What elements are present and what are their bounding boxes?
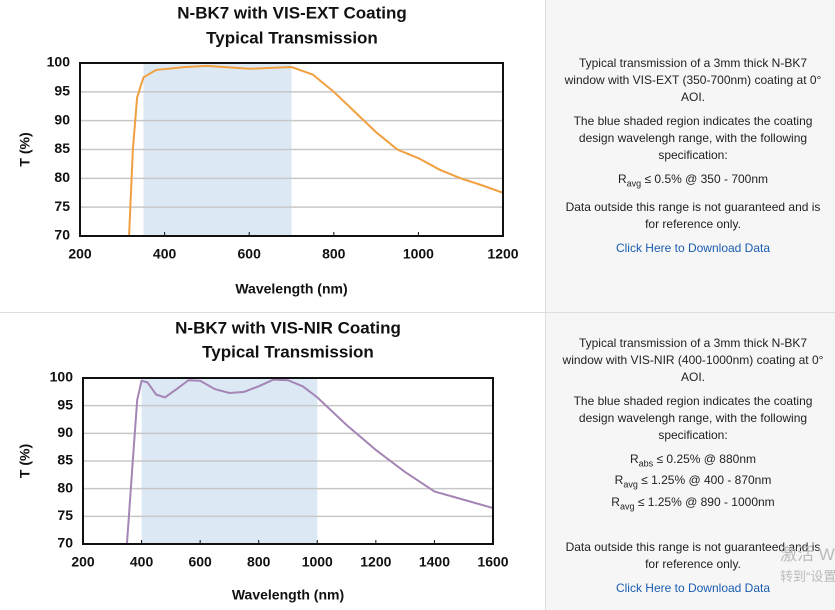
spec-text: ≤ 0.5% @ 350 - 700nm: [644, 172, 769, 186]
spec: Ravg ≤ 1.25% @ 400 - 870nm: [558, 472, 828, 493]
x-tick-label: 600: [188, 554, 212, 570]
spec: Rabs ≤ 0.25% @ 880nm: [558, 451, 828, 472]
y-tick-label: 75: [57, 507, 73, 523]
chart-title: N-BK7 with VIS-NIR Coating: [175, 318, 401, 337]
spec: Ravg ≤ 0.5% @ 350 - 700nm: [558, 171, 828, 192]
spec-symbol: R: [617, 172, 627, 186]
y-tick-label: 75: [54, 198, 70, 214]
description: Typical transmission of a 3mm thick N-BK…: [562, 336, 824, 384]
spec-subscript: abs: [638, 458, 654, 469]
x-tick-label: 1600: [477, 554, 508, 570]
y-tick-label: 90: [54, 111, 70, 127]
y-tick-label: 100: [50, 369, 74, 385]
info-text: Typical transmission of a 3mm thick N-BK…: [558, 335, 828, 597]
x-tick-label: 1200: [487, 246, 518, 262]
spec-subscript: avg: [623, 479, 638, 490]
specs: Ravg ≤ 0.5% @ 350 - 700nm: [558, 171, 828, 192]
y-tick-label: 80: [54, 169, 70, 185]
description: Typical transmission of a 3mm thick N-BK…: [564, 56, 822, 104]
download-link[interactable]: Click Here to Download Data: [615, 241, 771, 256]
x-tick-label: 1400: [419, 554, 450, 570]
x-tick-label: 1200: [360, 554, 391, 570]
y-tick-label: 95: [54, 83, 70, 99]
x-axis-label: Wavelength (nm): [232, 587, 344, 603]
shading-note: The blue shaded region indicates the coa…: [573, 394, 813, 442]
chart-title: Typical Transmission: [206, 28, 378, 47]
plot-frame: [82, 377, 494, 545]
spec-text: ≤ 0.25% @ 880nm: [656, 452, 757, 466]
spec-text: ≤ 1.25% @ 400 - 870nm: [641, 473, 772, 488]
spec-text: ≤ 1.25% @ 890 - 1000nm: [637, 494, 775, 509]
info-panel: Typical transmission of a 3mm thick N-BK…: [545, 313, 835, 610]
spec-subscript: avg: [626, 178, 642, 189]
download-link[interactable]: Click Here to Download Data: [615, 581, 771, 596]
watermark: 激活 W: [780, 545, 835, 564]
y-tick-label: 95: [57, 396, 73, 412]
watermark: 转到“设置: [780, 569, 835, 584]
x-tick-label: 1000: [403, 246, 434, 262]
chart-title: Typical Transmission: [202, 342, 374, 361]
y-tick-label: 85: [57, 452, 73, 468]
y-axis-label: T (%): [17, 132, 33, 166]
spec-symbol: R: [629, 452, 639, 466]
spec-symbol: R: [614, 473, 624, 488]
disclaimer: Data outside this range is not guarantee…: [565, 200, 821, 232]
product-row: N-BK7 with VIS-EXT Coating Typical Transm…: [16, 0, 835, 312]
spec-symbol: R: [611, 494, 620, 509]
x-tick-label: 800: [322, 246, 346, 262]
info-panel: Typical transmission of a 3mm thick N-BK…: [545, 0, 835, 312]
spec-subscript: avg: [619, 501, 635, 512]
disclaimer: Data outside this range is not guarantee…: [565, 540, 821, 572]
x-axis-label: Wavelength (nm): [235, 281, 347, 297]
chart: N-BK7 with VIS-NIR Coating Typical Transm…: [17, 318, 509, 603]
info-text: Typical transmission of a 3mm thick N-BK…: [558, 55, 828, 257]
shading-note: The blue shaded region indicates the coa…: [573, 114, 813, 162]
x-tick-label: 1000: [302, 554, 333, 570]
x-tick-label: 200: [71, 554, 95, 570]
x-tick-label: 400: [130, 554, 154, 570]
y-tick-label: 70: [54, 227, 70, 243]
transmission-line: [128, 64, 503, 236]
x-tick-label: 200: [68, 246, 92, 262]
product-row: N-BK7 with VIS-NIR Coating Typical Transm…: [0, 312, 835, 610]
spec: Ravg ≤ 1.25% @ 890 - 1000nm: [558, 494, 828, 515]
y-tick-label: 70: [57, 535, 73, 551]
y-tick-label: 90: [57, 424, 73, 440]
transmission-line: [125, 378, 493, 544]
x-tick-label: 800: [247, 554, 271, 570]
y-tick-label: 85: [54, 140, 70, 156]
plot-frame: [79, 62, 504, 237]
y-tick-label: 100: [47, 54, 71, 70]
specs: Rabs ≤ 0.25% @ 880nm Ravg ≤ 1.25% @ 400 -…: [558, 451, 828, 515]
chart: N-BK7 with VIS-EXT Coating Typical Transm…: [17, 3, 519, 297]
y-axis-label: T (%): [17, 444, 33, 478]
x-tick-label: 400: [153, 246, 177, 262]
chart-title: N-BK7 with VIS-EXT Coating: [177, 3, 407, 22]
x-tick-label: 600: [238, 246, 262, 262]
y-tick-label: 80: [57, 479, 73, 495]
